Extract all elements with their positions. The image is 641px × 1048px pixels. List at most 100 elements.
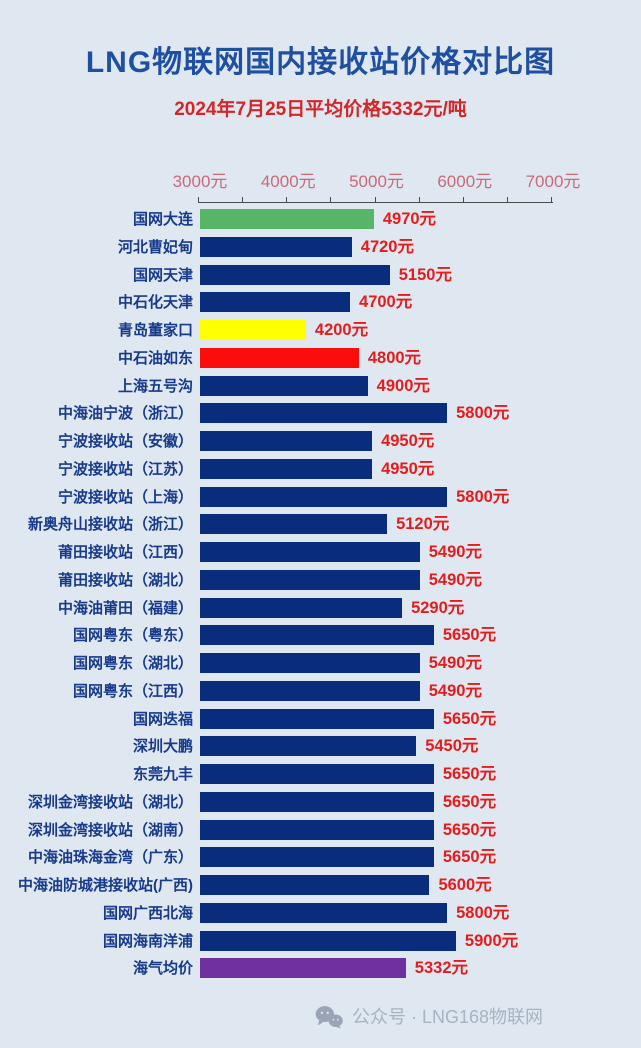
bar [200, 930, 456, 951]
x-axis-tick [506, 197, 508, 202]
bar-category-label: 海气均价 [132, 960, 193, 978]
bar-row: 国网粤东（江西） 5490元 [0, 680, 641, 701]
bar-row: 宁波接收站（安徽） 4950元 [0, 431, 641, 451]
bar [200, 708, 434, 729]
bar-row: 深圳金湾接收站（湖北） 5650元 [0, 791, 641, 812]
x-axis-tick-label: 6000元 [437, 172, 493, 191]
bar-row: 国网广西北海 5800元 [0, 902, 641, 923]
bar-row: 深圳金湾接收站（湖南） 5650元 [0, 819, 641, 840]
footer-account-text: 公众号 · LNG168物联网 [352, 1007, 544, 1027]
bar [200, 431, 373, 451]
bar-category-label: 深圳金湾接收站（湖南） [27, 821, 193, 839]
bar [200, 320, 306, 340]
x-axis-tick [462, 197, 464, 202]
bar-category-label: 中海油防城港接收站(广西) [18, 877, 193, 894]
bar-value-label: 5332元 [414, 959, 469, 978]
bar-category-label: 莆田接收站（江西） [57, 544, 193, 561]
bar-value-label: 5650元 [442, 626, 497, 645]
bar-row: 国网天津 5150元 [0, 264, 641, 285]
bar [200, 597, 403, 618]
x-axis-tick-label: 4000元 [260, 172, 316, 191]
bar-category-label: 中海油宁波（浙江） [57, 405, 193, 423]
bar-row: 中海油珠海金湾（广东） 5650元 [0, 847, 641, 868]
bar [200, 625, 434, 646]
bar-value-label: 5120元 [396, 515, 450, 534]
bar-category-label: 宁波接收站（安徽） [57, 433, 193, 450]
bar-category-label: 上海五号沟 [117, 377, 193, 395]
bar-value-label: 5650元 [442, 792, 497, 811]
bar-value-label: 5600元 [438, 876, 492, 894]
bar-value-label: 5490元 [428, 543, 482, 561]
bar-category-label: 宁波接收站（江苏） [57, 460, 193, 478]
bar-row: 国网粤东（粤东） 5650元 [0, 625, 641, 646]
bar-value-label: 5800元 [456, 404, 510, 423]
bar-row: 宁波接收站（上海） 5800元 [0, 486, 641, 507]
bar-category-label: 中海油珠海金湾（广东） [27, 849, 193, 867]
bar-value-label: 4200元 [314, 321, 369, 339]
bar-row: 深圳大鹏 5450元 [0, 736, 641, 757]
bar-row: 河北曹妃甸 4720元 [0, 236, 641, 257]
bar [200, 458, 373, 479]
bar-category-label: 国网海南洋浦 [102, 932, 193, 950]
bar-category-label: 中石油如东 [117, 349, 193, 367]
bar-value-label: 5490元 [428, 570, 482, 589]
x-axis-line [198, 202, 553, 203]
bar-category-label: 国网迭福 [132, 710, 193, 728]
bar-value-label: 5490元 [428, 654, 482, 672]
bar-value-label: 5650元 [442, 848, 497, 867]
x-axis-tick-label: 5000元 [349, 172, 404, 191]
bar [200, 875, 430, 895]
bar-row: 莆田接收站（湖北） 5490元 [0, 569, 641, 590]
bar [200, 375, 368, 396]
bar-row: 上海五号沟 4900元 [0, 375, 641, 396]
x-axis-tick-label: 3000元 [172, 172, 228, 191]
bar-value-label: 4700元 [359, 293, 413, 312]
bar-row: 中海油宁波（浙江） 5800元 [0, 403, 641, 424]
bar-row: 国网迭福 5650元 [0, 708, 641, 729]
bar-category-label: 莆田接收站（湖北） [57, 571, 193, 589]
bar [200, 236, 352, 257]
x-axis-tick [551, 197, 552, 202]
bar [200, 764, 434, 784]
x-axis-tick-label: 7000元 [525, 172, 581, 191]
bar-category-label: 深圳金湾接收站（湖北） [27, 793, 193, 811]
bar [200, 847, 434, 868]
bar-value-label: 4970元 [382, 210, 437, 228]
bar [200, 542, 420, 562]
bar-value-label: 5650元 [442, 765, 497, 783]
bar-value-label: 4800元 [367, 348, 422, 367]
footer: 公众号 · LNG168物联网 [314, 1004, 543, 1030]
bar [200, 403, 448, 424]
bar-value-label: 4720元 [360, 237, 414, 256]
bar-category-label: 河北曹妃甸 [117, 238, 193, 256]
bar-row: 国网大连 4970元 [0, 209, 641, 229]
bar-category-label: 新奥舟山接收站（浙江） [27, 516, 193, 534]
bar [200, 347, 359, 368]
bar-row: 中石油如东 4800元 [0, 347, 641, 368]
bar-row: 中海油防城港接收站(广西) 5600元 [0, 875, 641, 895]
bar [200, 264, 390, 285]
bar [200, 902, 448, 923]
bar-row: 宁波接收站（江苏） 4950元 [0, 458, 641, 479]
bar-category-label: 国网粤东（江西） [72, 682, 193, 700]
bar-category-label: 国网粤东（湖北） [72, 655, 193, 672]
wechat-icon [315, 1006, 343, 1029]
bar [200, 292, 351, 313]
bar-value-label: 5490元 [428, 681, 482, 700]
bar-row: 国网粤东（湖北） 5490元 [0, 653, 641, 673]
bar-category-label: 国网大连 [132, 211, 193, 228]
bar-row: 海气均价 5332元 [0, 958, 641, 979]
bar-value-label: 4950元 [381, 432, 435, 450]
bar [200, 569, 420, 590]
bar-category-label: 国网广西北海 [102, 904, 193, 922]
bar-category-label: 深圳大鹏 [132, 738, 193, 756]
bar-value-label: 5450元 [425, 737, 479, 756]
x-axis-tick [374, 197, 376, 202]
bar-category-label: 东莞九丰 [132, 766, 193, 783]
bar-row: 东莞九丰 5650元 [0, 764, 641, 784]
bar-row: 中海油莆田（福建） 5290元 [0, 597, 641, 618]
bar-value-label: 4950元 [381, 459, 435, 478]
bar [200, 680, 420, 701]
bar-value-label: 5650元 [442, 820, 497, 839]
